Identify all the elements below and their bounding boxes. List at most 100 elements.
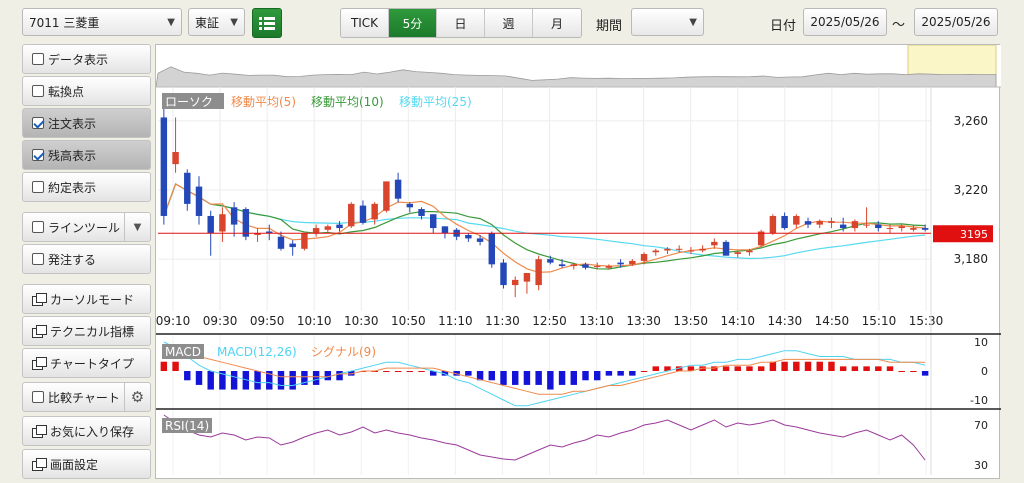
- time-tick-label: 10:50: [391, 314, 426, 328]
- checkbox-icon: [32, 253, 44, 265]
- candle-body: [793, 215, 800, 225]
- macd-bar: [394, 371, 402, 372]
- checkbox-icon: [32, 85, 44, 97]
- list-button[interactable]: [252, 8, 282, 38]
- macd-bar: [558, 371, 566, 385]
- macd-bar: [348, 371, 355, 376]
- macd-bar: [582, 371, 589, 381]
- time-tick-label: 12:50: [532, 314, 567, 328]
- sidebar-item-label: 発注する: [48, 252, 97, 267]
- date-from-value: 2025/05/26: [810, 15, 880, 29]
- macd-legend-label: シグナル(9): [311, 345, 376, 359]
- macd-bar: [570, 371, 578, 385]
- macd-bar: [172, 361, 179, 371]
- candle-body: [523, 272, 531, 282]
- time-tick-label: 13:50: [673, 314, 708, 328]
- candle-body: [219, 214, 226, 232]
- sidebar-item-10[interactable]: 比較チャート ⚙: [22, 382, 151, 412]
- candle-body: [277, 236, 285, 249]
- legend-chip: [162, 93, 224, 109]
- candle-body: [336, 224, 343, 229]
- macd-bar: [828, 361, 835, 371]
- macd-bar: [453, 371, 460, 376]
- candle-body: [488, 233, 496, 265]
- macd-bar: [722, 366, 730, 371]
- price-tick-label: 3,180: [954, 252, 988, 266]
- candle-body: [652, 250, 659, 253]
- candle-body: [312, 228, 320, 234]
- symbol-value: 7011 三菱重: [29, 15, 100, 30]
- candle-body: [711, 241, 718, 246]
- legend-chip: [162, 344, 204, 359]
- sidebar-item-4[interactable]: 約定表示: [22, 172, 151, 202]
- candle-body: [383, 181, 390, 211]
- sidebar-item-label: ラインツール: [48, 220, 121, 235]
- macd-bar: [851, 366, 859, 371]
- candle-body: [781, 215, 788, 229]
- overview-area: [155, 66, 997, 88]
- current-price-label: 3195: [960, 228, 988, 241]
- chart-area[interactable]: 09:10 09:30 09:50 10:10 10:30 10:50 11:10 11:30…: [155, 44, 1001, 480]
- period-select[interactable]: ▼: [631, 8, 704, 36]
- tab-interval-1[interactable]: 5分: [389, 9, 437, 37]
- macd-bar: [593, 371, 601, 381]
- macd-bar: [184, 371, 191, 381]
- tab-interval-3[interactable]: 週: [485, 9, 533, 37]
- sidebar-item-12[interactable]: 画面設定: [22, 449, 151, 479]
- time-tick-label: 11:30: [485, 314, 520, 328]
- candle-body: [230, 207, 238, 225]
- macd-bar: [289, 371, 296, 390]
- legend-label: 移動平均(5): [231, 95, 296, 109]
- tab-interval-0[interactable]: TICK: [341, 9, 389, 37]
- candle-body: [804, 221, 812, 225]
- macd-bar: [277, 371, 285, 390]
- candle-body: [699, 248, 706, 251]
- candle-body: [558, 264, 566, 267]
- sidebar-item-2[interactable]: 注文表示: [22, 108, 151, 138]
- candle-body: [500, 262, 507, 286]
- tab-interval-4[interactable]: 月: [533, 9, 581, 37]
- sidebar-item-9[interactable]: チャートタイプ: [22, 348, 151, 378]
- candle-body: [418, 209, 425, 216]
- time-tick-label: 15:30: [909, 314, 944, 328]
- sidebar-item-6[interactable]: 発注する: [22, 244, 151, 274]
- macd-bar: [324, 371, 332, 381]
- sidebar-item-label: チャートタイプ: [50, 356, 134, 371]
- macd-bar: [266, 371, 273, 390]
- macd-legend-label: MACD: [165, 345, 201, 359]
- macd-bar: [535, 371, 542, 385]
- chevron-down-icon[interactable]: ▼: [124, 213, 150, 241]
- tab-interval-2[interactable]: 日: [437, 9, 485, 37]
- candle-body: [266, 231, 273, 234]
- time-tick-label: 11:10: [438, 314, 473, 328]
- macd-bar: [910, 371, 917, 372]
- macd-bar: [476, 371, 484, 381]
- macd-bar: [699, 366, 706, 371]
- date-label: 日付: [770, 19, 797, 34]
- sidebar-item-5[interactable]: ラインツール ▼: [22, 212, 151, 242]
- sidebar-item-1[interactable]: 転換点: [22, 76, 151, 106]
- exchange-select[interactable]: 東証 ▼: [188, 8, 245, 36]
- sidebar-item-8[interactable]: テクニカル指標: [22, 316, 151, 346]
- sidebar-item-label: 画面設定: [50, 457, 99, 472]
- list-icon: [259, 17, 275, 30]
- sidebar-item-3[interactable]: 残高表示: [22, 140, 151, 170]
- macd-bar: [418, 371, 425, 372]
- gear-icon[interactable]: ⚙: [124, 383, 150, 411]
- checkbox-icon: [32, 149, 44, 161]
- date-from-input[interactable]: 2025/05/26: [803, 8, 887, 36]
- macd-bar: [746, 366, 753, 371]
- macd-bar: [652, 366, 659, 371]
- sidebar-item-0[interactable]: データ表示: [22, 44, 151, 74]
- time-tick-label: 15:10: [862, 314, 897, 328]
- symbol-select[interactable]: 7011 三菱重 ▼: [22, 8, 182, 36]
- candle-body: [839, 224, 847, 229]
- sidebar-item-7[interactable]: カーソルモード: [22, 284, 151, 314]
- legend-label: 移動平均(10): [311, 95, 384, 109]
- price-chart[interactable]: 09:10 09:30 09:50 10:10 10:30 10:50 11:10 11:30…: [155, 44, 1001, 480]
- macd-bar: [336, 371, 343, 381]
- date-to-input[interactable]: 2025/05/26: [914, 8, 998, 36]
- macd-bar: [511, 371, 519, 385]
- sidebar-item-11[interactable]: お気に入り保存: [22, 416, 151, 446]
- candle-body: [184, 172, 191, 204]
